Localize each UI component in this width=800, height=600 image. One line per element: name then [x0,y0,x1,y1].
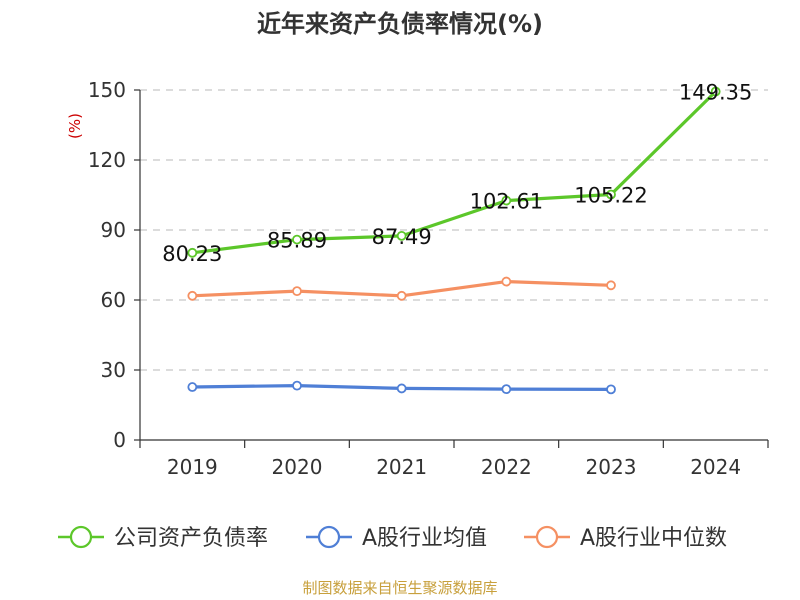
data-point [292,380,302,391]
y-tick-label: 30 [101,358,126,382]
data-label: 85.89 [267,229,327,253]
axes: 0 30 60 90 120 150 2019 2020 2021 2022 2023 2024 [88,78,769,479]
legend-marker-circle [535,525,559,549]
data-point [292,234,302,245]
y-tick-label: 150 [88,78,126,102]
y-tick-label: 90 [101,218,126,242]
data-point [187,247,198,258]
y-tick-label: 60 [101,288,126,312]
x-tick-label: 2021 [376,455,427,479]
data-label: 87.49 [372,225,432,249]
y-axis-unit-label: (%) [66,113,84,139]
data-point [606,189,616,200]
source-note: 制图数据来自恒生聚源数据库 [302,579,497,597]
data-point [710,86,721,97]
x-tick-label: 2022 [481,455,532,479]
data-point [187,382,198,392]
y-tick-label: 120 [88,148,126,172]
legend-label: A股行业均值 [362,526,487,551]
data-label: 149.35 [679,81,752,105]
data-label: 80.23 [162,242,222,266]
data-point [501,195,512,206]
chart-title: 近年来资产负债率情况(%) [257,10,543,38]
data-point [606,384,616,395]
legend-label: 公司资产负债率 [114,526,268,551]
data-point [396,290,407,301]
data-point [396,230,407,241]
legend-marker-circle [317,525,341,549]
gridlines [140,89,768,371]
data-point [187,290,198,301]
x-tick-label: 2023 [586,455,637,479]
data-label: 105.22 [574,183,647,207]
legend-marker-circle [69,525,93,549]
x-tick-label: 2020 [272,455,323,479]
data-point [292,286,302,297]
data-labels: 80.23 85.89 87.49 102.61 105.22 149.35 [162,81,752,266]
x-tick-label: 2019 [167,455,218,479]
data-point [501,384,512,395]
series-line [190,89,718,255]
x-tick-label: 2024 [690,455,741,479]
y-tick-label: 0 [113,428,126,452]
data-point [396,383,407,394]
series-lines [187,86,721,395]
data-label: 102.61 [470,190,543,214]
data-point [606,280,616,291]
legend: 公司资产负债率 A股行业均值 A股行业中位数 [58,525,727,551]
legend-label: A股行业中位数 [580,526,727,551]
data-point [501,276,512,287]
